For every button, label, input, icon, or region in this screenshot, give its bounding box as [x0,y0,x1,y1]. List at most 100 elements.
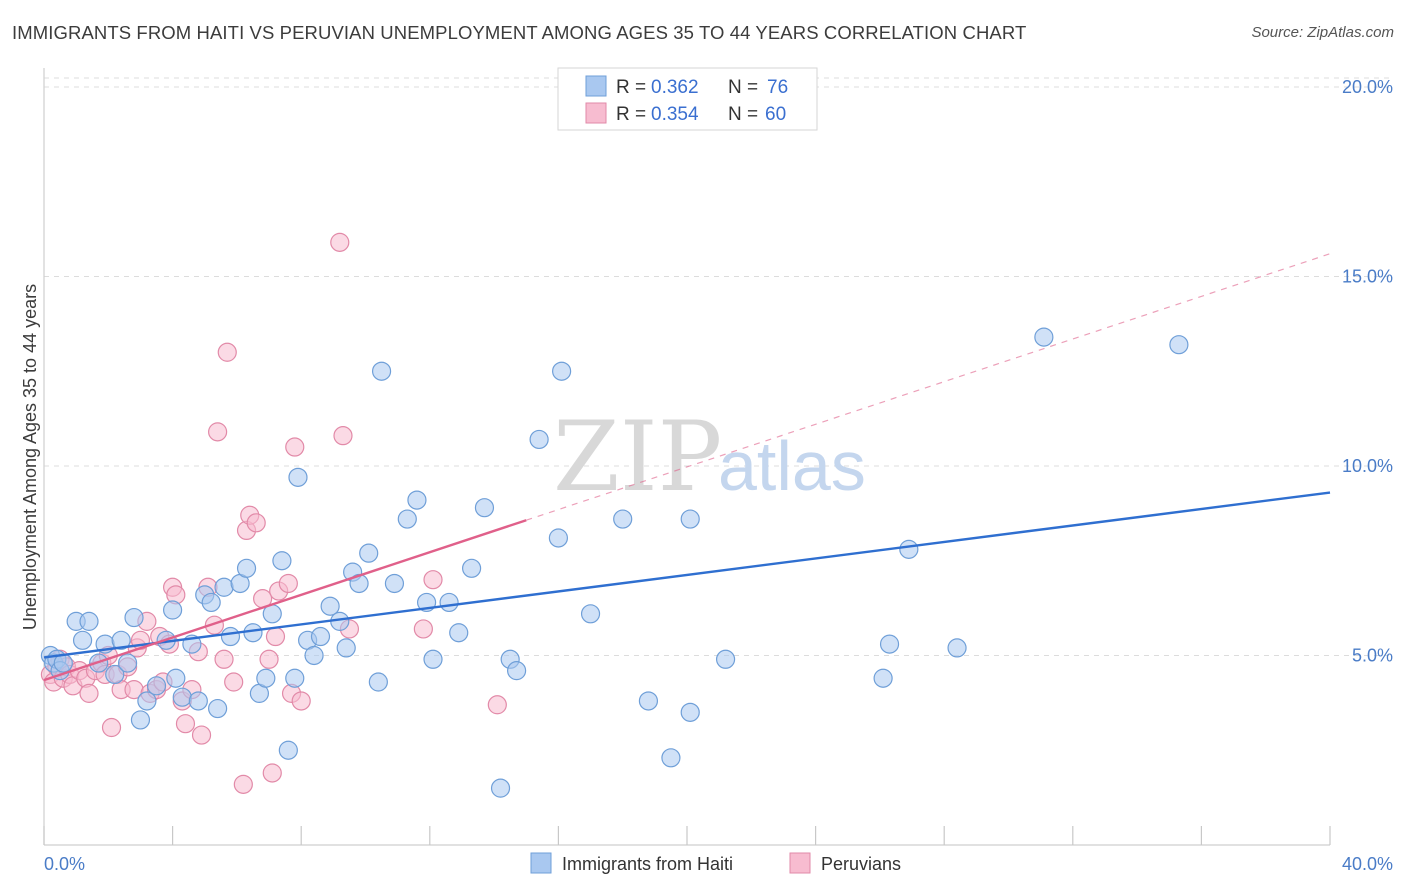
data-point [201,592,221,613]
y-axis-label: Unemployment Among Ages 35 to 44 years [20,284,40,630]
data-point [661,748,681,768]
data-point [117,653,138,673]
data-point [246,513,266,533]
data-point [130,710,151,730]
data-point [236,558,257,578]
data-point [1034,327,1054,347]
y-tick-label: 15.0% [1342,266,1393,286]
data-point [310,626,331,647]
source-label: Source: ZipAtlas.com [1251,24,1394,41]
data-point [413,619,433,639]
legend-swatch-haiti [585,75,607,97]
data-point [879,634,900,654]
trend-lines [43,253,1331,682]
data-point [188,691,208,711]
data-point [333,426,353,446]
legend-r-label-peruvians: R = [616,104,646,125]
legend-box: R = 0.362 N = 76 R = 0.354 N = 60 [557,67,818,131]
data-point [320,596,340,616]
data-point [336,638,356,658]
legend-r-value-haiti: 0.362 [651,77,699,98]
data-point [423,570,443,590]
data-point [163,600,183,620]
data-point [214,649,234,669]
series-legend-label-peruvians: Peruvians [821,854,901,874]
data-point [259,649,279,669]
watermark-zip: ZIP [553,401,722,513]
data-point [947,638,967,658]
x-ticks: 0.0% 40.0% [43,826,1393,874]
data-point [233,774,253,794]
data-point [715,649,736,669]
data-point [278,573,298,594]
data-point [101,717,122,738]
data-point [368,672,388,692]
data-point [105,664,125,685]
data-point [278,740,298,760]
data-point [146,676,167,696]
x-tick-label: 40.0% [1342,854,1393,874]
trend-line-peruvians-extension [526,253,1331,521]
data-point [680,702,700,722]
data-point [449,623,469,643]
data-point [172,687,192,707]
data-point [265,626,286,647]
trend-line-peruvians [43,519,527,682]
data-point [166,668,186,688]
legend-r-label-haiti: R = [616,77,646,98]
data-point [224,672,244,692]
data-point [529,429,549,450]
data-point [613,509,633,529]
data-point [137,691,157,711]
chart-title: IMMIGRANTS FROM HAITI VS PERUVIAN UNEMPL… [12,22,1027,43]
legend-n-value-peruvians: 60 [765,104,786,125]
data-point [359,543,379,563]
data-point [371,361,392,381]
legend-n-label-haiti: N = [728,77,758,98]
legend-n-value-haiti: 76 [767,77,788,98]
data-point [256,668,276,688]
data-point [175,714,196,734]
data-point [285,437,305,457]
data-point [397,509,417,529]
series-legend-swatch-haiti [530,852,552,874]
data-point [461,558,482,578]
data-point [204,615,224,635]
data-point [124,607,144,628]
data-point [487,695,507,715]
data-point [72,630,93,650]
data-point [680,509,700,529]
data-point [474,498,495,518]
legend-r-value-peruvians: 0.354 [651,104,699,125]
y-ticks: 5.0% 10.0% 15.0% 20.0% [1342,77,1393,666]
data-point [79,611,99,631]
legend-swatch-peruvians [585,102,607,124]
series-legend: Immigrants from Haiti Peruvians [530,852,901,874]
watermark: ZIP atlas [553,401,866,513]
data-point [330,232,350,252]
data-point [407,490,427,510]
data-point [423,649,443,669]
data-point [548,528,569,548]
data-point [291,691,311,711]
data-point [490,778,511,798]
data-point [191,725,212,745]
data-point [220,626,241,647]
data-point [1169,335,1189,355]
data-point [214,577,234,597]
legend-n-label-peruvians: N = [728,104,758,125]
y-tick-label: 10.0% [1342,456,1393,476]
data-points [40,232,1189,798]
data-point [272,551,292,571]
data-point [507,661,527,681]
data-point [285,668,305,688]
x-tick-label: 0.0% [44,854,85,874]
data-point [243,623,263,643]
data-point [439,592,459,613]
series-legend-swatch-peruvians [789,852,811,874]
data-point [288,467,308,487]
data-point [79,683,99,703]
data-point [580,604,601,624]
